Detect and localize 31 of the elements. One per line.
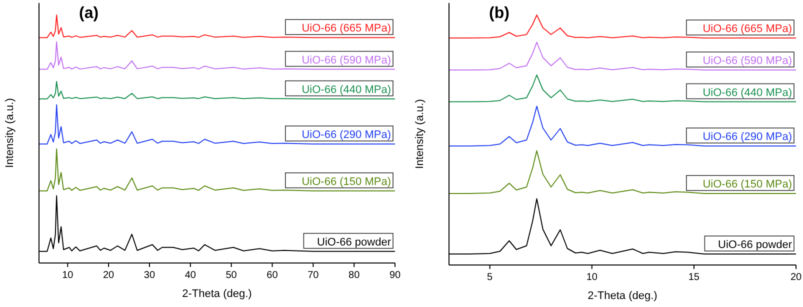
x-tick-label: 30 bbox=[144, 270, 156, 281]
x-tick-label: 20 bbox=[103, 270, 115, 281]
x-tick-label: 80 bbox=[348, 270, 360, 281]
x-tick-label: 20 bbox=[790, 272, 802, 283]
y-axis-title: Intensity (a.u.) bbox=[414, 99, 426, 169]
series-label: UiO-66 (290 MPa) bbox=[702, 131, 792, 143]
chart-title: (b) bbox=[489, 5, 510, 22]
series-label: UiO-66 (150 MPa) bbox=[302, 176, 391, 188]
x-tick-label: 60 bbox=[266, 270, 278, 281]
series-label: UiO-66 (665 MPa) bbox=[302, 22, 391, 35]
x-axis-title: 2-Theta (deg.) bbox=[182, 288, 252, 300]
series-label: UiO-66 (590 MPa) bbox=[702, 55, 792, 67]
series-label: UiO-66 (290 MPa) bbox=[302, 128, 391, 141]
x-tick-label: 5 bbox=[487, 272, 494, 283]
x-tick-label: 50 bbox=[226, 270, 238, 281]
x-tick-label: 70 bbox=[308, 270, 320, 281]
series-label: UiO-66 powder bbox=[718, 239, 792, 251]
series-label: UiO-66 (440 MPa) bbox=[702, 86, 792, 99]
series-label: UiO-66 (150 MPa) bbox=[702, 178, 792, 190]
x-tick-label: 15 bbox=[688, 272, 700, 283]
series-label: UiO-66 powder bbox=[317, 236, 392, 248]
x-tick-label: 10 bbox=[586, 272, 598, 283]
x-axis-title: 2-Theta (deg.) bbox=[588, 290, 658, 302]
x-tick-label: 10 bbox=[62, 270, 74, 281]
series-label: UiO-66 (440 MPa) bbox=[302, 84, 391, 96]
x-tick-label: 90 bbox=[389, 270, 401, 281]
series-label: UiO-66 (665 MPa) bbox=[702, 23, 792, 35]
series-label: UiO-66 (590 MPa) bbox=[302, 54, 391, 66]
y-axis-title: Intensity (a.u.) bbox=[4, 98, 16, 168]
x-tick-label: 40 bbox=[184, 270, 196, 281]
chart-title: (a) bbox=[79, 5, 99, 22]
